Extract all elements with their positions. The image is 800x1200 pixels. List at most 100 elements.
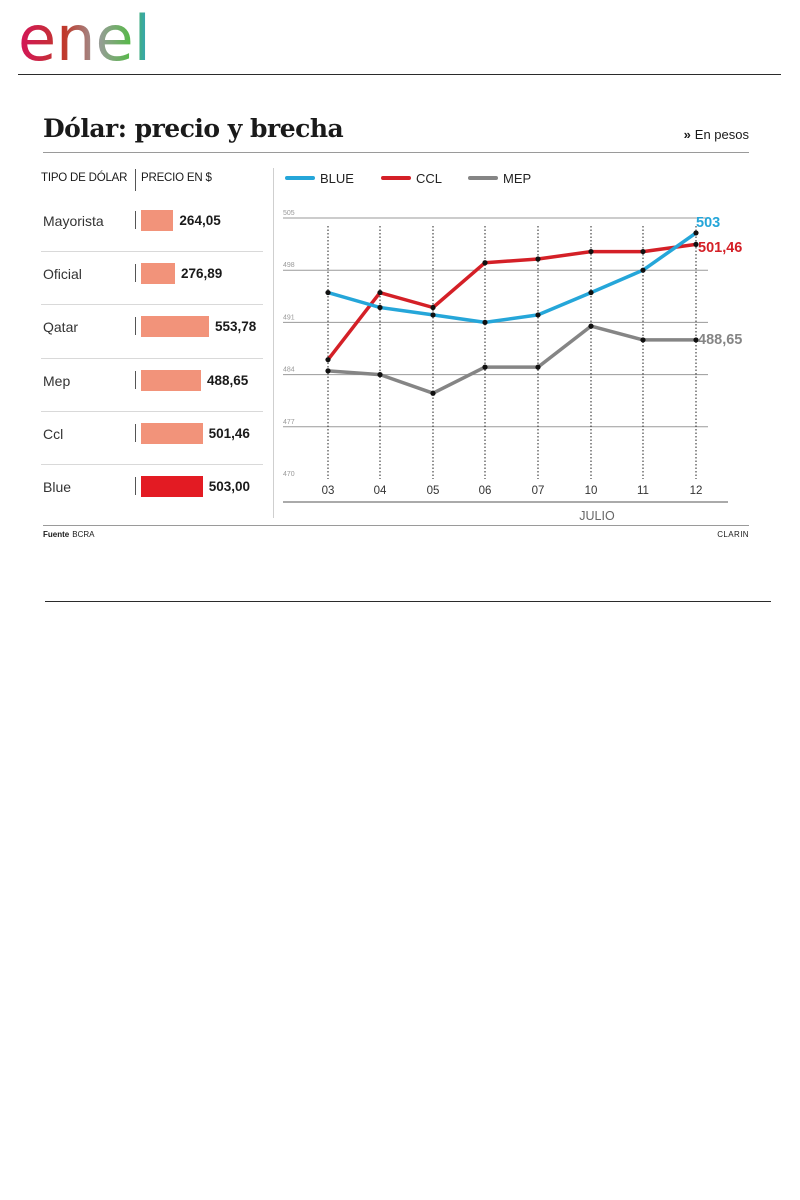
data-point <box>377 304 383 311</box>
data-point <box>482 260 488 266</box>
source-label: Fuente <box>43 530 70 539</box>
units-label: » En pesos <box>684 127 749 142</box>
panel-divider <box>273 168 274 518</box>
column-divider <box>135 169 136 191</box>
legend-label: MEP <box>503 171 531 186</box>
x-tick-label: 03 <box>322 485 335 497</box>
bar-value: 553,78 <box>215 319 257 335</box>
chevron-right-icon: » <box>683 127 691 142</box>
end-value-label: 488,65 <box>698 332 742 348</box>
data-point <box>693 230 699 236</box>
data-point <box>482 364 488 370</box>
data-point <box>640 248 646 255</box>
row-tick <box>135 477 136 495</box>
x-tick-label: 11 <box>637 485 649 497</box>
data-point <box>693 337 699 343</box>
data-point <box>588 289 594 296</box>
legend-label: CCL <box>416 171 442 186</box>
table-row: Blue 503,00 <box>41 466 263 519</box>
enel-logo: enel <box>18 4 151 68</box>
data-point <box>325 357 331 363</box>
y-tick-label: 484 <box>283 367 295 374</box>
data-point <box>535 312 541 318</box>
table-row: Mayorista 264,05 <box>41 200 263 253</box>
row-label: Mep <box>43 372 71 389</box>
data-point <box>535 256 541 262</box>
bar-value: 488,65 <box>207 372 249 388</box>
data-point <box>588 323 594 329</box>
data-point <box>693 241 699 247</box>
row-tick <box>135 370 136 389</box>
x-tick-label: 07 <box>532 485 545 497</box>
y-tick-label: 477 <box>283 419 295 426</box>
y-tick-label: 470 <box>283 471 295 478</box>
logo-text: enel <box>18 4 151 68</box>
data-point <box>535 364 541 370</box>
x-axis-label: JULIO <box>579 509 615 523</box>
footer-divider <box>43 525 749 526</box>
credit: CLARIN <box>717 530 749 539</box>
data-point <box>325 289 331 296</box>
bar-value: 501,46 <box>208 425 250 441</box>
data-point <box>430 304 436 311</box>
bar-value: 264,05 <box>179 213 221 228</box>
column-header-price: PRECIO EN $ <box>141 172 212 184</box>
row-tick <box>135 423 136 442</box>
bar <box>141 369 201 391</box>
end-value-label: 501,46 <box>698 240 742 256</box>
y-tick-label: 505 <box>283 210 295 217</box>
row-tick <box>135 264 136 283</box>
bar-value: 503,00 <box>208 479 251 494</box>
row-divider <box>41 251 263 253</box>
row-label: Qatar <box>43 319 79 336</box>
units-text: En pesos <box>694 127 749 142</box>
table-row: Ccl 501,46 <box>41 413 263 466</box>
y-tick-label: 491 <box>283 314 295 321</box>
row-tick <box>135 317 136 336</box>
y-tick-label: 498 <box>283 262 295 269</box>
bar <box>141 316 209 338</box>
data-point <box>325 368 331 374</box>
table-row: Mep 488,65 <box>41 360 263 413</box>
row-label: Oficial <box>43 266 82 283</box>
data-point <box>430 312 436 318</box>
row-label: Blue <box>43 479 72 495</box>
data-point <box>377 372 383 378</box>
row-divider <box>41 464 263 465</box>
end-value-label: 503 <box>696 215 720 231</box>
bar-value: 276,89 <box>181 266 223 282</box>
legend-label: BLUE <box>320 171 354 186</box>
table-row: Oficial 276,89 <box>41 253 263 306</box>
row-divider <box>41 357 263 359</box>
x-tick-label: 06 <box>479 485 492 497</box>
data-point <box>640 337 646 343</box>
data-point <box>640 267 646 273</box>
x-tick-label: 10 <box>585 485 598 497</box>
bar <box>141 263 175 285</box>
row-divider <box>41 410 263 412</box>
x-tick-label: 05 <box>427 485 440 497</box>
x-tick-label: 12 <box>690 485 703 497</box>
chart-title: Dólar: precio y brecha <box>43 114 344 143</box>
bottom-rule <box>45 601 771 602</box>
x-tick-label: 04 <box>374 485 387 497</box>
bar <box>141 422 203 444</box>
top-rule <box>18 74 781 75</box>
bar <box>141 476 203 497</box>
source-note: Fuente BCRA <box>43 530 94 539</box>
row-label: Mayorista <box>43 213 104 229</box>
data-point <box>430 390 436 396</box>
title-divider <box>43 152 749 153</box>
row-tick <box>135 211 136 229</box>
data-point <box>377 289 383 296</box>
row-label: Ccl <box>43 425 64 442</box>
data-point <box>482 319 488 325</box>
source-value: BCRA <box>72 530 95 539</box>
bar <box>141 210 174 231</box>
row-divider <box>41 304 263 306</box>
series-line <box>326 231 698 325</box>
series-line <box>326 242 698 362</box>
table-row: Qatar 553,78 <box>41 306 263 359</box>
column-header-type: TIPO DE DÓLAR <box>41 172 128 184</box>
